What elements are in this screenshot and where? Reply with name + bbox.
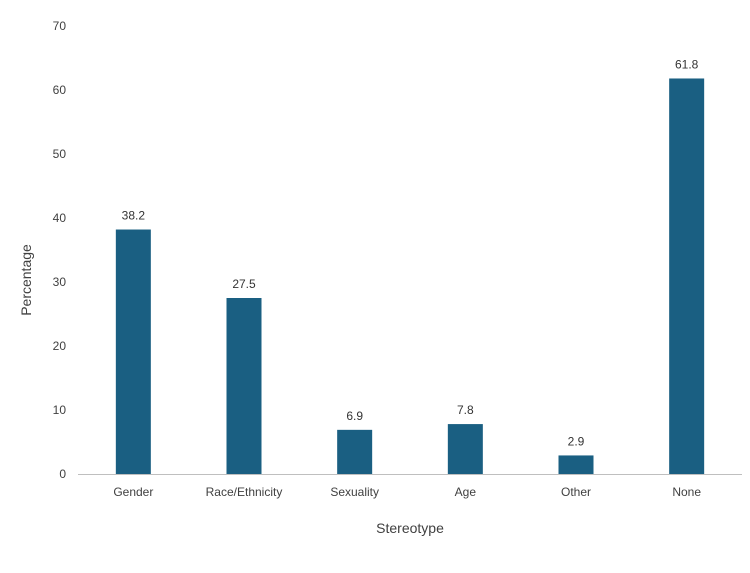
x-tick-label: Gender — [113, 485, 153, 499]
bar-value-label: 61.8 — [675, 57, 699, 71]
data-labels-group: 38.2 27.5 6.9 7.8 2.9 61.8 — [122, 57, 699, 448]
y-tick-label: 40 — [53, 211, 67, 225]
y-tick-label: 0 — [59, 467, 66, 481]
y-tick-label: 50 — [53, 147, 67, 161]
bar — [115, 229, 151, 474]
y-tick-label: 10 — [53, 403, 67, 417]
bar-value-label: 27.5 — [232, 277, 256, 291]
x-axis-title: Stereotype — [376, 520, 444, 536]
y-axis-title: Percentage — [18, 244, 34, 316]
x-tick-label: Age — [455, 485, 477, 499]
x-tick-label: Sexuality — [330, 485, 379, 499]
y-tick-label: 60 — [53, 83, 67, 97]
x-tick-label: Other — [561, 485, 591, 499]
y-tick-label: 20 — [53, 339, 67, 353]
x-tick-label: Race/Ethnicity — [206, 485, 283, 499]
bar — [447, 424, 483, 474]
bar — [337, 429, 373, 474]
bar-value-label: 6.9 — [346, 409, 363, 423]
x-axis-ticks: Gender Race/Ethnicity Sexuality Age Other Non… — [113, 485, 701, 499]
x-tick-label: None — [672, 485, 701, 499]
bar-value-label: 7.8 — [457, 403, 474, 417]
bar-value-label: 2.9 — [568, 434, 585, 448]
bar — [669, 78, 705, 474]
y-tick-label: 30 — [53, 275, 67, 289]
bars-group — [115, 78, 705, 474]
y-tick-label: 70 — [53, 19, 67, 33]
y-axis-ticks: 0 10 20 30 40 50 60 70 — [53, 19, 67, 481]
bar-value-label: 38.2 — [122, 209, 146, 223]
bar — [226, 298, 262, 474]
bar — [558, 455, 594, 474]
